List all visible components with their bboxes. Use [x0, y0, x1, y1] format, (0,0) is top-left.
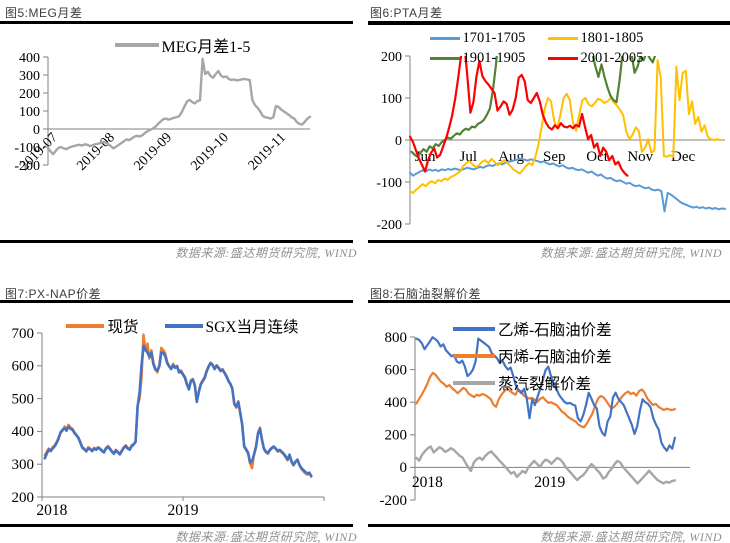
figure-title: 图8:石脑油裂解价差 — [370, 287, 482, 301]
legend-line-swatch — [429, 57, 460, 60]
svg-text:100: 100 — [381, 92, 402, 107]
legend-line-swatch — [547, 57, 578, 60]
figure-title: 图5:MEG月差 — [5, 6, 83, 20]
legend-label: 乙烯-石脑油价差 — [498, 322, 612, 339]
figure-panel-naphtha-crack: 图8:石脑油裂解价差 800 600 400 200 0 -200 2018 2019 乙烯-… — [365, 283, 730, 543]
title-divider — [0, 300, 353, 303]
legend-line-swatch — [453, 327, 495, 331]
svg-text:-200: -200 — [376, 218, 402, 233]
svg-text:2019: 2019 — [168, 502, 199, 519]
svg-text:-100: -100 — [376, 176, 402, 191]
legend-label: 蒸汽裂解价差 — [498, 376, 592, 393]
svg-text:100: 100 — [19, 105, 40, 120]
legend-line-swatch — [453, 354, 495, 358]
svg-text:0: 0 — [33, 123, 40, 138]
title-divider — [368, 300, 730, 303]
svg-text:200: 200 — [381, 50, 402, 65]
svg-text:600: 600 — [385, 362, 408, 378]
svg-text:300: 300 — [19, 69, 40, 84]
title-divider — [368, 21, 730, 25]
legend-item: 丙烯-石脑油价差 — [453, 345, 612, 367]
svg-text:700: 700 — [12, 326, 35, 342]
svg-text:400: 400 — [385, 395, 408, 411]
figure-title: 图7:PX-NAP价差 — [5, 287, 102, 301]
chart-legend: 乙烯-石脑油价差 丙烯-石脑油价差 蒸汽裂解价差 — [453, 318, 612, 394]
svg-text:2019: 2019 — [534, 474, 565, 491]
data-source: 数据来源:盛达期货研究院, WIND — [540, 246, 722, 260]
svg-text:200: 200 — [385, 428, 408, 444]
svg-text:2019-10: 2019-10 — [188, 130, 232, 174]
svg-text:Oct: Oct — [586, 149, 608, 165]
legend-label: 丙烯-石脑油价差 — [498, 349, 612, 366]
legend-item: 2001-2005 — [547, 50, 666, 67]
svg-text:2019-11: 2019-11 — [246, 130, 289, 173]
legend-item: 1901-1905 — [429, 50, 548, 67]
svg-text:Sep: Sep — [543, 149, 566, 165]
footer-divider — [368, 524, 730, 527]
svg-text:2018: 2018 — [412, 474, 443, 491]
figure-panel-px-nap: 图7:PX-NAP价差 700 600 500 400 300 200 2018 2019 现… — [0, 283, 365, 543]
svg-text:800: 800 — [385, 330, 408, 346]
footer-divider — [0, 524, 353, 527]
svg-text:600: 600 — [12, 359, 35, 375]
figure-panel-pta-spread: 图6:PTA月差 200 100 0 -100 -200 Jun Jul Aug Sep Oct N… — [365, 0, 730, 260]
legend-label: 2001-2005 — [580, 50, 644, 66]
legend-item: 1801-1805 — [547, 30, 666, 47]
legend-item: SGX当月连续 — [164, 315, 299, 337]
svg-text:500: 500 — [12, 391, 35, 407]
data-source: 数据来源:盛达期货研究院, WIND — [540, 530, 722, 543]
figure-panel-meg-spread: 图5:MEG月差 400 300 200 100 0 -100 -200 2019-07 201… — [0, 0, 365, 260]
legend-label: SGX当月连续 — [205, 319, 299, 336]
figure-title: 图6:PTA月差 — [370, 6, 443, 20]
legend-item: 1701-1705 — [429, 30, 548, 47]
legend-label: 1801-1805 — [580, 30, 644, 46]
legend-line-swatch — [66, 324, 105, 328]
data-source: 数据来源:盛达期货研究院, WIND — [175, 530, 357, 543]
svg-text:300: 300 — [12, 457, 35, 473]
legend-label: MEG月差1-5 — [161, 39, 251, 56]
legend-label: 1901-1905 — [462, 50, 526, 66]
svg-text:-200: -200 — [380, 493, 408, 509]
svg-text:2018: 2018 — [36, 502, 67, 519]
svg-text:Dec: Dec — [671, 149, 695, 165]
chart-legend: 现货 SGX当月连续 — [0, 315, 365, 337]
legend-label: 1701-1705 — [462, 30, 526, 46]
legend-item: 蒸汽裂解价差 — [453, 372, 612, 394]
svg-text:-200: -200 — [14, 159, 40, 174]
svg-text:400: 400 — [12, 424, 35, 440]
svg-text:400: 400 — [19, 51, 40, 66]
svg-text:Jul: Jul — [460, 149, 478, 165]
chart-legend: MEG月差1-5 — [0, 33, 365, 57]
svg-text:-100: -100 — [14, 141, 40, 156]
legend-line-swatch — [453, 381, 495, 385]
svg-text:Nov: Nov — [627, 149, 653, 165]
svg-text:0: 0 — [400, 460, 408, 476]
footer-divider — [0, 240, 353, 243]
svg-text:0: 0 — [395, 134, 402, 149]
legend-item: MEG月差1-5 — [114, 33, 251, 57]
footer-divider — [368, 240, 730, 243]
legend-label: 现货 — [107, 319, 139, 336]
data-source: 数据来源:盛达期货研究院, WIND — [175, 246, 357, 260]
svg-text:200: 200 — [19, 87, 40, 102]
svg-text:2019-08: 2019-08 — [74, 130, 118, 174]
svg-text:200: 200 — [12, 490, 35, 506]
title-divider — [0, 21, 353, 24]
legend-line-swatch — [429, 37, 460, 40]
legend-line-swatch — [114, 43, 159, 47]
legend-line-swatch — [164, 324, 203, 328]
chart-legend: 1701-1705 1801-1805 1901-1905 2001-2005 — [422, 30, 674, 67]
legend-item: 乙烯-石脑油价差 — [453, 318, 612, 340]
legend-item: 现货 — [66, 315, 139, 337]
legend-line-swatch — [547, 37, 578, 40]
